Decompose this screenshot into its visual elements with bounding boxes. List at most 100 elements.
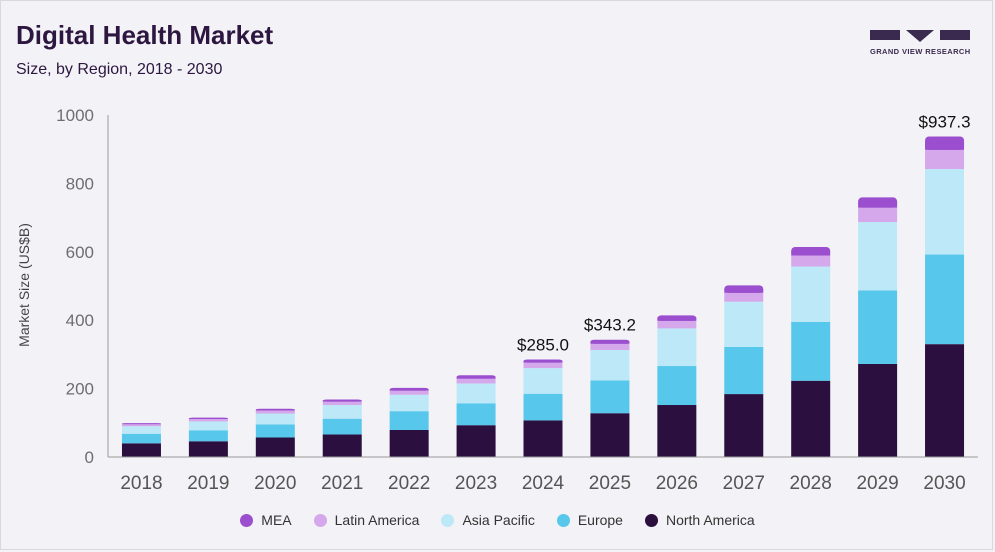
bar-segment-fill [456,376,496,379]
bar-segment-latin-america [925,149,965,170]
logo-block-left [870,30,900,40]
x-tick-label: 2022 [388,473,430,494]
bar-segment-europe [121,433,161,444]
legend: MEA Latin America Asia Pacific Europe North … [0,512,995,528]
legend-swatch-icon [240,513,254,527]
bar-segment-asia-pacific [255,413,295,425]
bar-segment-asia-pacific [590,349,630,381]
bar-segment-north-america [456,425,496,457]
y-tick-label: 200 [66,380,94,399]
bar-segment-europe [255,424,295,438]
bar-segment-latin-america [456,378,496,384]
bar-segment-fill [523,361,563,363]
x-tick-label: 2026 [656,473,698,494]
x-tick-label: 2019 [187,473,229,494]
bar-segment-north-america [590,413,630,457]
bar-segment-fill [724,289,764,293]
bar-segment-latin-america [858,207,898,223]
y-tick-label: 800 [66,174,94,193]
bar-segment-latin-america [657,320,697,329]
legend-label: MEA [261,512,292,528]
y-tick-label: 600 [66,243,94,262]
bar-segment-latin-america [121,424,161,427]
bar-segment-north-america [255,437,295,457]
bar-segment-asia-pacific [657,328,697,367]
legend-item: Asia Pacific [441,512,535,528]
legend-swatch-icon [556,513,570,527]
legend-item: North America [644,512,755,528]
y-axis: 0 200 400 600 800 1000 [56,106,109,467]
grand-view-research-logo-icon [870,30,970,42]
bar-segment-latin-america [523,362,563,369]
bar-segment-north-america [925,344,965,457]
bar-segment-latin-america [255,410,295,414]
bar-segment-north-america [322,434,362,457]
legend-swatch-icon [644,513,658,527]
bar-segment-latin-america [724,292,764,302]
logo-text: GRAND VIEW RESEARCH [870,47,971,56]
bar-segment-asia-pacific [858,222,898,291]
data-label: $343.2 [584,316,636,335]
legend-item: MEA [240,512,292,528]
x-tick-label: 2028 [790,473,832,494]
bar-segment-europe [322,418,362,435]
data-label: $285.0 [517,336,569,355]
bar-segment-latin-america [389,390,429,395]
bar-segment-fill [389,389,429,391]
x-tick-label: 2023 [455,473,497,494]
bar-segment-fill [255,409,295,411]
bar-segment-latin-america [590,343,630,350]
x-tick-label: 2027 [723,473,765,494]
bar-segment-asia-pacific [389,394,429,412]
x-axis: 2018 2019 2020 2021 2022 2023 2024 2025 2026 2027… [108,456,978,494]
legend-swatch-icon [313,513,327,527]
bar-segment-europe [188,430,228,442]
x-tick-label: 2029 [856,473,898,494]
bar-segment-north-america [188,441,228,457]
y-tick-label: 400 [66,311,94,330]
legend-swatch-icon [441,513,455,527]
logo-block-right [940,30,970,40]
x-tick-label: 2030 [923,473,965,494]
legend-item: Latin America [313,512,420,528]
bar-segment-asia-pacific [121,426,161,434]
bar-segment-europe [456,403,496,426]
bar-segment-fill [322,400,362,402]
x-tick-label: 2020 [254,473,296,494]
y-tick-label: 1000 [56,106,94,125]
bar-segment-fill [791,251,831,256]
bar-segment-north-america [389,429,429,457]
annotations: $285.0 $343.2 $937.3 [517,112,971,354]
bar-segment-fill [925,143,965,150]
bar-segment-europe [657,366,697,406]
bar-segment-europe [523,393,563,421]
y-axis-label: Market Size (US$B) [16,223,32,347]
data-label: $937.3 [919,112,971,131]
bar-segment-north-america [858,363,898,457]
chart-title: Digital Health Market [16,20,274,50]
bar-segment-asia-pacific [523,368,563,394]
bar-segment-north-america [523,420,563,457]
bar-segment-europe [925,254,965,345]
bar-segment-asia-pacific [456,383,496,404]
bars [121,136,965,457]
chart-subtitle: Size, by Region, 2018 - 2030 [16,61,223,78]
x-tick-label: 2021 [321,473,363,494]
x-tick-label: 2024 [522,473,565,494]
legend-label: Europe [577,512,623,528]
bar-segment-fill [590,341,630,344]
x-tick-label: 2025 [589,473,631,494]
bar-segment-asia-pacific [925,169,965,255]
bar-segment-asia-pacific [724,301,764,347]
bar-segment-fill [188,418,228,420]
bar-segment-latin-america [188,419,228,422]
bar-segment-europe [791,321,831,381]
legend-label: North America [665,512,755,528]
bar-segment-asia-pacific [322,405,362,419]
legend-label: Latin America [334,512,420,528]
x-tick-label: 2018 [120,473,162,494]
bar-segment-europe [389,411,429,430]
legend-label: Asia Pacific [462,512,535,528]
bar-segment-latin-america [322,401,362,406]
bar-segment-asia-pacific [791,266,831,322]
